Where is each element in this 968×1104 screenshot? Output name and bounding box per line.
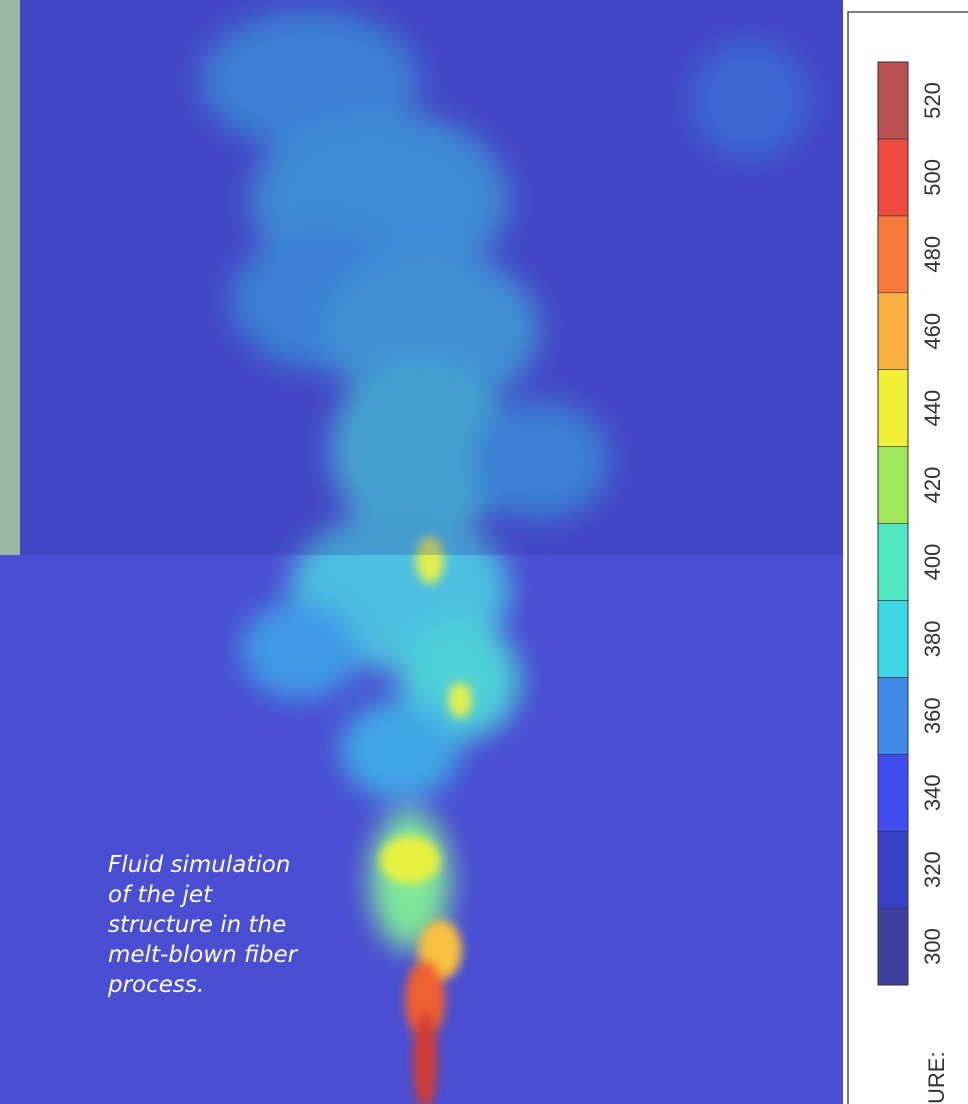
colorbar-tick-label: 420 <box>920 467 945 504</box>
colorbar-tick-label: 520 <box>920 82 945 119</box>
colorbar-tick-label: 480 <box>920 236 945 273</box>
overlay <box>0 0 843 555</box>
colorbar-tick-label: 400 <box>920 544 945 581</box>
colorbar-tick-label: 460 <box>920 313 945 350</box>
plume-core <box>380 536 472 1104</box>
colorbar-band <box>877 753 909 832</box>
colorbar-band <box>877 830 909 909</box>
colorbar-band <box>877 292 909 370</box>
colorbar-tick-label: 380 <box>920 621 945 658</box>
colorbar-frame <box>877 61 909 986</box>
colorbar-band <box>877 138 909 217</box>
caption-line: melt-blown fiber <box>108 942 298 968</box>
caption-line: process. <box>108 972 205 998</box>
colorbar-band <box>877 369 909 447</box>
colorbar-band <box>877 907 909 986</box>
accent-strip <box>0 0 20 555</box>
colorbar-tick-label: 320 <box>920 851 945 888</box>
colorbar-band <box>877 446 909 524</box>
colorbar-label: URE: <box>924 1051 949 1104</box>
colorbar-band <box>877 523 909 601</box>
colorbar-tick-label: 440 <box>920 390 945 427</box>
caption-line: of the jet <box>108 882 213 908</box>
caption-line: structure in the <box>108 912 287 938</box>
caption-line: Fluid simulation <box>108 852 291 878</box>
colorbar-band <box>877 215 909 294</box>
colorbar-tick-label: 360 <box>920 697 945 734</box>
colorbar-band <box>877 61 909 140</box>
colorbar-tick-label: 500 <box>920 159 945 196</box>
plume <box>200 10 810 950</box>
colorbar-tick-label: 300 <box>920 928 945 965</box>
colorbar-tick-label: 340 <box>920 774 945 811</box>
colorbar-band <box>877 677 909 755</box>
caption: Fluid simulation of the jet structure in t… <box>108 850 297 1000</box>
colorbar-band <box>877 600 909 678</box>
